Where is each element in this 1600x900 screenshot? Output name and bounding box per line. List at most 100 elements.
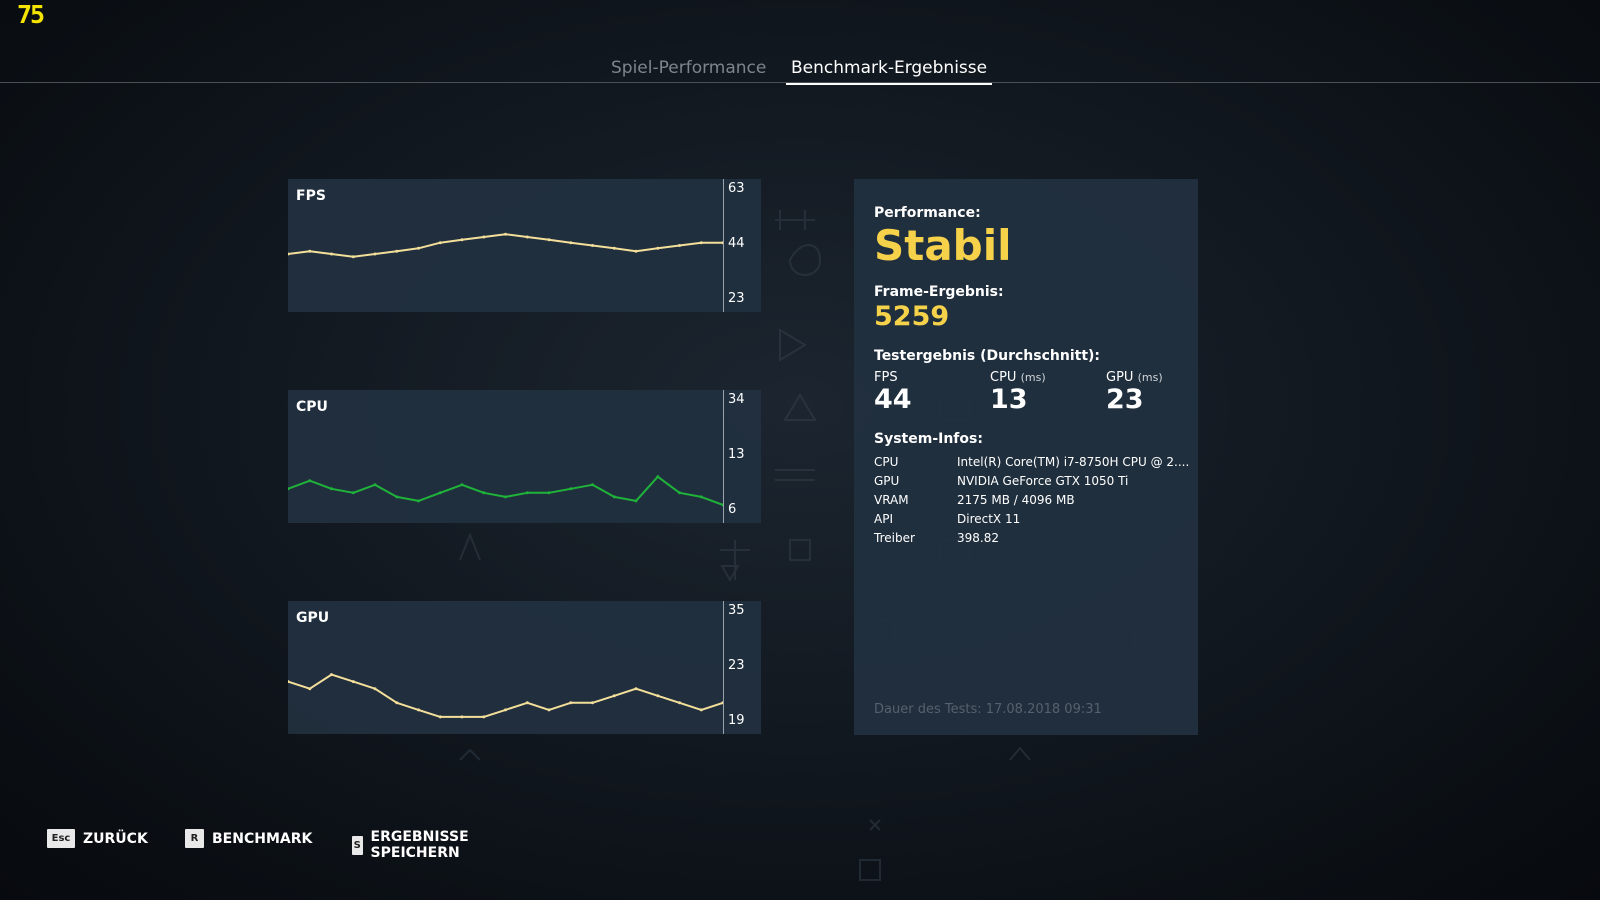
cpu-graph-plot	[288, 475, 723, 507]
fps-tick-max: 63	[728, 181, 745, 196]
cpu-data-point	[417, 499, 420, 503]
gpu-data-point	[482, 715, 486, 719]
cpu-data-point	[525, 491, 529, 495]
average-result-label: Testergebnis (Durchschnitt):	[874, 348, 1101, 364]
gpu-data-point	[569, 701, 573, 705]
fps-graph-plot	[288, 232, 723, 259]
s-key-icon: S	[352, 835, 363, 855]
results-panel: Performance: Stabil Frame-Ergebnis: 5259…	[854, 179, 1198, 735]
gpu-data-point	[308, 687, 312, 691]
cpu-tick-min: 6	[728, 502, 737, 517]
fps-data-point	[591, 244, 594, 247]
gpu-data-point	[591, 701, 594, 705]
stat-gpu: GPU (ms) 23	[1106, 370, 1163, 415]
gpu-data-point	[525, 701, 529, 705]
cpu-data-point	[634, 499, 638, 503]
gpu-data-point	[438, 715, 442, 719]
gpu-graph-title: GPU	[296, 610, 330, 626]
performance-label: Performance:	[874, 205, 981, 221]
fps-graph-title: FPS	[296, 188, 326, 204]
gpu-data-point	[417, 708, 420, 712]
gpu-graph: GPU 35 23 19	[288, 601, 761, 734]
cpu-graph-axis	[723, 390, 724, 523]
fps-series-line	[288, 233, 723, 258]
cpu-data-point	[678, 491, 681, 495]
gpu-tick-mid: 23	[728, 658, 745, 673]
cpu-data-point	[699, 495, 703, 499]
fps-data-point	[504, 232, 507, 236]
fps-data-point	[330, 252, 333, 256]
fps-data-point	[460, 238, 464, 242]
fps-data-point	[395, 249, 399, 253]
sysinfo-value: DirectX 11	[957, 512, 1021, 526]
cpu-tick-max: 34	[728, 392, 745, 407]
sysinfo-value: Intel(R) Core(TM) i7-8750H CPU @ 2....	[957, 455, 1190, 469]
fps-data-point	[482, 235, 486, 239]
stat-cpu-unit: (ms)	[1020, 371, 1046, 384]
gpu-graph-plot	[288, 673, 723, 719]
sysinfo-value: 2175 MB / 4096 MB	[957, 493, 1075, 507]
gpu-graph-axis	[723, 601, 724, 734]
performance-value: Stabil	[874, 221, 1012, 270]
cpu-data-point	[504, 495, 507, 499]
cpu-data-point	[330, 487, 333, 491]
cpu-data-point	[351, 491, 355, 495]
cpu-data-point	[569, 487, 573, 491]
back-button-label: ZURÜCK	[83, 830, 148, 847]
cpu-data-point	[395, 495, 399, 499]
tab-divider	[0, 82, 1600, 83]
gpu-tick-min: 19	[728, 713, 745, 728]
gpu-data-point	[395, 701, 399, 705]
save-results-button[interactable]: S ERGEBNISSE SPEICHERN	[352, 829, 477, 861]
cpu-data-point	[460, 483, 464, 487]
sysinfo-label: System-Infos:	[874, 431, 983, 447]
fps-tick-mid: 44	[728, 236, 745, 251]
save-results-button-label: ERGEBNISSE SPEICHERN	[370, 829, 469, 861]
fps-data-point	[721, 241, 723, 245]
esc-key-icon: Esc	[47, 829, 75, 848]
stat-gpu-unit: (ms)	[1137, 371, 1163, 384]
fps-data-point	[288, 252, 290, 256]
tab-benchmark-ergebnisse[interactable]: Benchmark-Ergebnisse	[786, 56, 993, 85]
fps-graph: FPS 63 44 23	[288, 179, 761, 312]
sysinfo-key: Treiber	[874, 531, 915, 545]
back-button[interactable]: Esc ZURÜCK	[47, 829, 148, 848]
sysinfo-value: NVIDIA GeForce GTX 1050 Ti	[957, 474, 1129, 488]
benchmark-button[interactable]: R BENCHMARK	[185, 829, 312, 848]
stat-cpu-label: CPU	[990, 370, 1017, 385]
fps-data-point	[308, 249, 312, 253]
gpu-data-point	[373, 687, 377, 691]
gpu-data-point	[634, 687, 638, 691]
cpu-data-point	[591, 483, 594, 487]
gpu-data-point	[721, 701, 723, 705]
fps-tick-min: 23	[728, 291, 745, 306]
gpu-data-point	[612, 694, 616, 698]
r-key-icon: R	[185, 829, 204, 848]
gpu-tick-max: 35	[728, 603, 745, 618]
gpu-data-point	[547, 708, 551, 712]
fps-data-point	[547, 238, 551, 242]
stat-fps-value: 44	[874, 384, 912, 415]
sysinfo-value: 398.82	[957, 531, 999, 545]
fps-data-point	[656, 246, 660, 250]
cpu-data-point	[656, 475, 660, 479]
stat-fps-label: FPS	[874, 370, 898, 385]
stat-fps: FPS 44	[874, 370, 912, 415]
gpu-data-point	[330, 673, 333, 677]
fps-data-point	[373, 252, 377, 256]
stat-gpu-label: GPU	[1106, 370, 1134, 385]
cpu-graph-title: CPU	[296, 399, 328, 415]
gpu-data-point	[699, 708, 703, 712]
cpu-data-point	[308, 479, 312, 483]
fps-data-point	[634, 249, 638, 253]
cpu-data-point	[547, 491, 551, 495]
sysinfo-key: CPU	[874, 455, 899, 469]
cpu-tick-mid: 13	[728, 447, 745, 462]
tab-bar: Spiel-Performance Benchmark-Ergebnisse	[0, 56, 1600, 85]
cpu-data-point	[612, 495, 616, 499]
sysinfo-key: GPU	[874, 474, 900, 488]
cpu-data-point	[438, 491, 442, 495]
tab-spiel-performance[interactable]: Spiel-Performance	[611, 58, 767, 78]
cpu-data-point	[373, 483, 377, 487]
